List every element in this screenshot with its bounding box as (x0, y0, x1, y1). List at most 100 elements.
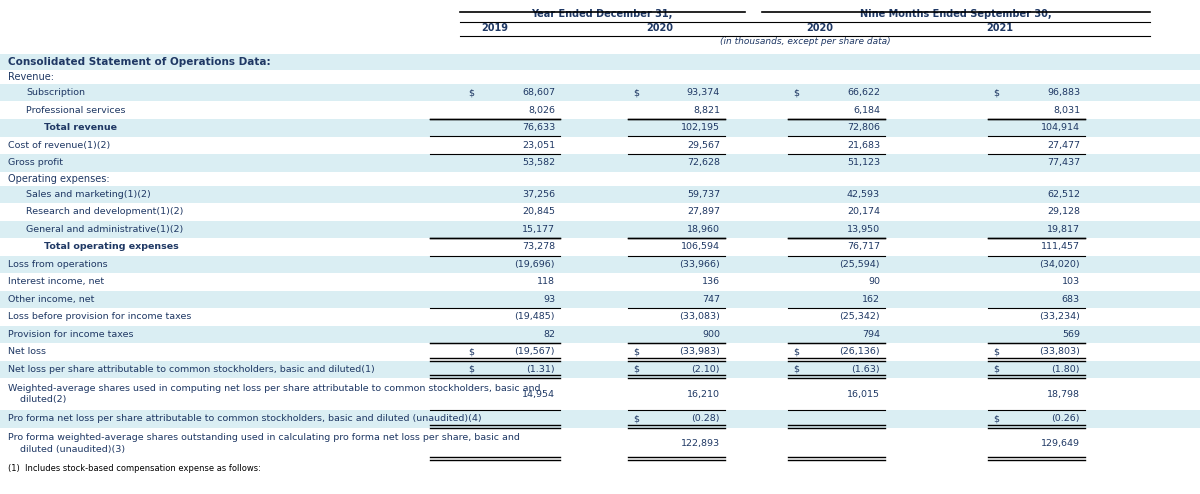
Text: 162: 162 (862, 295, 880, 304)
Text: Nine Months Ended September 30,: Nine Months Ended September 30, (860, 9, 1052, 19)
Text: 6,184: 6,184 (853, 106, 880, 115)
Text: 16,015: 16,015 (847, 389, 880, 399)
Bar (0, 119, 1200, 136)
Text: 2020: 2020 (647, 23, 673, 33)
Text: (1)  Includes stock-based compensation expense as follows:: (1) Includes stock-based compensation ex… (8, 463, 260, 472)
Text: $: $ (793, 365, 799, 374)
Text: $: $ (634, 414, 640, 423)
Text: 20,845: 20,845 (522, 207, 554, 216)
Text: 15,177: 15,177 (522, 225, 554, 234)
Text: 103: 103 (1062, 277, 1080, 286)
Bar (0, 70, 1200, 84)
Text: 2021: 2021 (986, 23, 1014, 33)
Text: (19,567): (19,567) (515, 347, 554, 356)
Text: $: $ (793, 88, 799, 97)
Text: 106,594: 106,594 (682, 242, 720, 251)
Bar (0, 410, 1200, 427)
Bar (0, 186, 1200, 203)
Bar (0, 308, 1200, 326)
Text: 14,954: 14,954 (522, 389, 554, 399)
Text: 122,893: 122,893 (680, 439, 720, 448)
Bar (0, 136, 1200, 154)
Text: Operating expenses:: Operating expenses: (8, 173, 109, 183)
Text: General and administrative(1)(2): General and administrative(1)(2) (26, 225, 184, 234)
Text: (1.31): (1.31) (527, 365, 554, 374)
Text: Loss before provision for income taxes: Loss before provision for income taxes (8, 312, 191, 321)
Text: 102,195: 102,195 (682, 123, 720, 132)
Text: (0.28): (0.28) (691, 414, 720, 423)
Bar (0, 84, 1200, 101)
Text: 118: 118 (538, 277, 554, 286)
Text: 8,031: 8,031 (1052, 106, 1080, 115)
Text: 111,457: 111,457 (1042, 242, 1080, 251)
Bar (0, 361, 1200, 378)
Text: 93,374: 93,374 (686, 88, 720, 97)
Text: 23,051: 23,051 (522, 141, 554, 150)
Text: 72,628: 72,628 (686, 158, 720, 167)
Text: 18,960: 18,960 (686, 225, 720, 234)
Text: Pro forma net loss per share attributable to common stockholders, basic and dilu: Pro forma net loss per share attributabl… (8, 414, 481, 423)
Text: 13,950: 13,950 (847, 225, 880, 234)
Text: 93: 93 (542, 295, 554, 304)
Text: 66,622: 66,622 (847, 88, 880, 97)
Text: Loss from operations: Loss from operations (8, 260, 108, 269)
Text: 62,512: 62,512 (1046, 190, 1080, 199)
Text: $: $ (468, 347, 474, 356)
Text: (19,485): (19,485) (515, 312, 554, 321)
Text: Revenue:: Revenue: (8, 72, 54, 82)
Bar (0, 427, 1200, 459)
Text: Weighted-average shares used in computing net loss per share attributable to com: Weighted-average shares used in computin… (8, 384, 540, 404)
Bar (0, 101, 1200, 119)
Text: 20,174: 20,174 (847, 207, 880, 216)
Text: 42,593: 42,593 (847, 190, 880, 199)
Text: $: $ (468, 365, 474, 374)
Bar (0, 171, 1200, 186)
Text: $: $ (793, 347, 799, 356)
Text: 19,817: 19,817 (1046, 225, 1080, 234)
Text: $: $ (994, 365, 998, 374)
Text: 77,437: 77,437 (1046, 158, 1080, 167)
Text: Sales and marketing(1)(2): Sales and marketing(1)(2) (26, 190, 151, 199)
Text: 136: 136 (702, 277, 720, 286)
Text: (25,342): (25,342) (839, 312, 880, 321)
Text: 53,582: 53,582 (522, 158, 554, 167)
Text: 569: 569 (1062, 330, 1080, 339)
Text: 2020: 2020 (806, 23, 834, 33)
Bar (0, 255, 1200, 273)
Text: (1.63): (1.63) (851, 365, 880, 374)
Text: (19,696): (19,696) (515, 260, 554, 269)
Text: 129,649: 129,649 (1042, 439, 1080, 448)
Text: 900: 900 (702, 330, 720, 339)
Text: Professional services: Professional services (26, 106, 126, 115)
Text: (33,083): (33,083) (679, 312, 720, 321)
Text: 8,821: 8,821 (694, 106, 720, 115)
Text: 72,806: 72,806 (847, 123, 880, 132)
Text: $: $ (468, 88, 474, 97)
Text: 27,897: 27,897 (686, 207, 720, 216)
Text: (in thousands, except per share data): (in thousands, except per share data) (720, 37, 890, 46)
Text: 27,477: 27,477 (1046, 141, 1080, 150)
Text: Other income, net: Other income, net (8, 295, 95, 304)
Text: 96,883: 96,883 (1046, 88, 1080, 97)
Text: 794: 794 (862, 330, 880, 339)
Text: (33,803): (33,803) (1039, 347, 1080, 356)
Text: Consolidated Statement of Operations Data:: Consolidated Statement of Operations Dat… (8, 57, 271, 67)
Text: 16,210: 16,210 (686, 389, 720, 399)
Bar (0, 203, 1200, 220)
Bar (0, 343, 1200, 361)
Text: 104,914: 104,914 (1042, 123, 1080, 132)
Text: $: $ (994, 414, 998, 423)
Text: Gross profit: Gross profit (8, 158, 64, 167)
Text: $: $ (994, 347, 998, 356)
Text: 747: 747 (702, 295, 720, 304)
Text: Net loss: Net loss (8, 347, 46, 356)
Text: Total revenue: Total revenue (44, 123, 118, 132)
Bar (0, 154, 1200, 171)
Text: 683: 683 (1062, 295, 1080, 304)
Text: (33,966): (33,966) (679, 260, 720, 269)
Text: Total operating expenses: Total operating expenses (44, 242, 179, 251)
Text: 18,798: 18,798 (1046, 389, 1080, 399)
Text: (33,983): (33,983) (679, 347, 720, 356)
Text: $: $ (634, 347, 640, 356)
Text: Subscription: Subscription (26, 88, 85, 97)
